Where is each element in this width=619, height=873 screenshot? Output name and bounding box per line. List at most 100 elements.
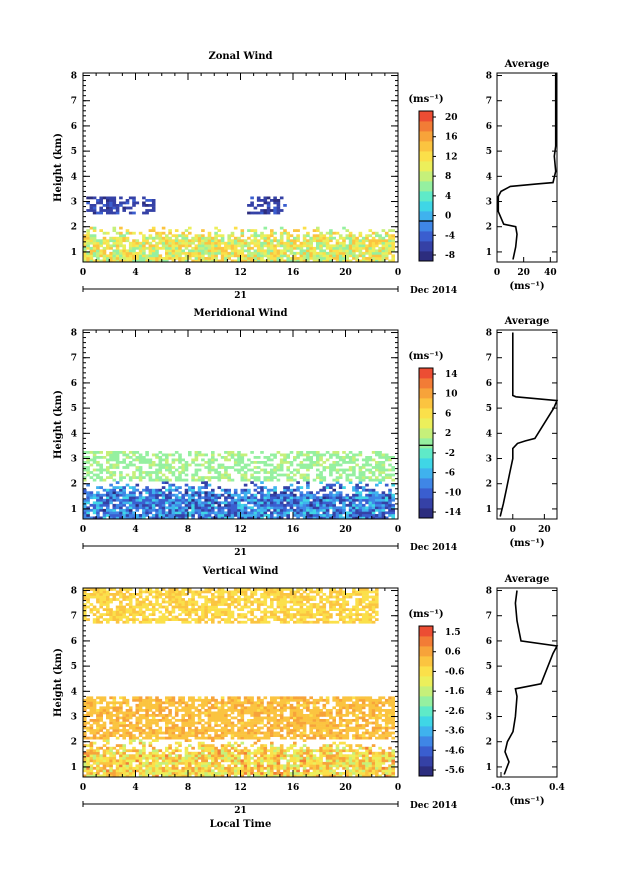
heatmap-cell [102, 241, 107, 245]
heatmap-cell [256, 251, 261, 255]
heatmap-cell [375, 251, 379, 255]
heatmap-cell [381, 493, 386, 497]
heatmap-cell [302, 259, 307, 263]
heatmap-cell [283, 241, 287, 245]
heatmap-cell [135, 488, 140, 492]
heatmap-cell [109, 759, 113, 763]
heatmap-cell [165, 731, 169, 735]
heatmap-cell [204, 249, 208, 253]
heatmap-cell [214, 506, 218, 510]
heatmap-cell [89, 236, 94, 240]
heatmap-cell [151, 461, 156, 464]
heatmap-cell [352, 249, 356, 253]
heatmap-cell [276, 251, 281, 255]
heatmap-cell [145, 724, 149, 727]
heatmap-cell [319, 508, 323, 512]
heatmap-cell [309, 506, 313, 510]
heatmap-cell [309, 458, 313, 462]
heatmap-cell [338, 249, 343, 253]
heatmap-cell [132, 605, 136, 609]
heatmap-cell [207, 764, 212, 768]
heatmap-cell [368, 516, 373, 520]
heatmap-cell [293, 508, 297, 512]
heatmap-cell [96, 251, 100, 255]
heatmap-cell [378, 251, 382, 255]
heatmap-cell [184, 761, 189, 765]
colorbar-swatch [419, 378, 433, 389]
heatmap-cell [204, 696, 208, 700]
heatmap-cell [184, 746, 189, 750]
heatmap-cell [151, 774, 156, 778]
heatmap-cell [263, 226, 268, 230]
colorbar-swatch [419, 221, 433, 232]
heatmap-cell [191, 516, 195, 520]
heatmap-cell [89, 698, 94, 702]
heatmap-cell [112, 726, 117, 730]
heatmap-cell [106, 241, 110, 245]
heatmap-cell [161, 473, 166, 477]
heatmap-cell [106, 600, 110, 604]
heatmap-cell [115, 254, 120, 258]
heatmap-cell [92, 756, 97, 760]
heatmap-cell [371, 254, 376, 258]
heatmap-cell [109, 254, 113, 258]
heatmap-cell [125, 729, 130, 732]
heatmap-cell [211, 244, 215, 248]
heatmap-cell [201, 608, 205, 611]
heatmap-cell [237, 721, 241, 725]
heatmap-cell [191, 476, 195, 479]
heatmap-cell [260, 493, 264, 497]
heatmap-cell [96, 608, 100, 611]
heatmap-cell [135, 764, 140, 768]
heatmap-cell [89, 451, 94, 454]
heatmap-cell [243, 701, 248, 705]
heatmap-cell [335, 493, 340, 497]
heatmap-cell [138, 739, 143, 742]
heatmap-cell [191, 593, 195, 596]
heatmap-cell [161, 731, 166, 735]
heatmap-cell [332, 244, 336, 248]
heatmap-cell [119, 251, 123, 255]
heatmap-cell [171, 588, 176, 591]
heatmap-cell [197, 251, 202, 255]
heatmap-cell [217, 603, 222, 606]
heatmap-cell [211, 736, 215, 740]
heatmap-cell [92, 721, 97, 725]
heatmap-cell [188, 608, 192, 611]
heatmap-cell [119, 506, 123, 510]
heatmap-cell [96, 201, 100, 205]
heatmap-cell [243, 709, 248, 712]
heatmap-cell [263, 496, 268, 500]
heatmap-cell [243, 590, 248, 594]
heatmap-cell [125, 231, 130, 235]
heatmap-cell [266, 239, 271, 243]
heatmap-cell [250, 234, 254, 238]
heatmap-cell [142, 211, 146, 215]
heatmap-cell [106, 496, 110, 500]
x-tick-label: 8 [185, 268, 191, 278]
heatmap-cell [214, 595, 218, 599]
heatmap-cell [371, 503, 376, 507]
heatmap-cell [247, 204, 251, 207]
heatmap-cell [237, 463, 241, 467]
heatmap-cell [155, 493, 159, 497]
heatmap-cell [217, 508, 222, 512]
heatmap-cell [302, 249, 307, 253]
heatmap-cell [309, 236, 313, 240]
heatmap-cell [247, 729, 251, 732]
heatmap-cell [191, 259, 195, 263]
heatmap-cell [227, 493, 231, 497]
heatmap-cell [178, 600, 182, 604]
heatmap-cell [148, 603, 153, 606]
heatmap-cell [112, 595, 117, 599]
heatmap-cell [165, 498, 169, 502]
heatmap-cell [106, 714, 110, 717]
heatmap-cell [197, 709, 202, 712]
heatmap-cell [293, 246, 297, 250]
heatmap-cell [217, 769, 222, 773]
heatmap-cell [247, 769, 251, 773]
heatmap-cell [99, 766, 103, 770]
heatmap-cell [293, 514, 297, 517]
heatmap-cell [158, 714, 163, 717]
